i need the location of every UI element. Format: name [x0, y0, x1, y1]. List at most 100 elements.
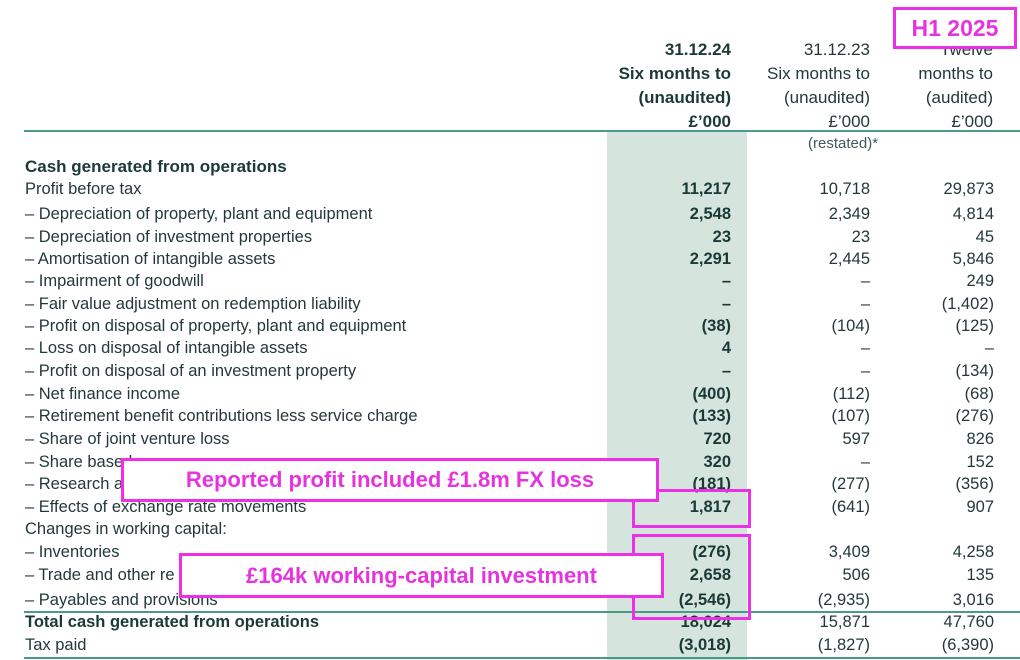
value-full-year: 826: [966, 430, 994, 448]
row-label: Profit before tax: [25, 180, 142, 198]
table-row: – Payables and provisions (2,546) (2,935) 3…: [0, 589, 1020, 611]
value-prior-half-year: 597: [842, 430, 870, 448]
restated-note: (restated)*: [808, 135, 879, 152]
value-current-half-year: 11,217: [681, 180, 731, 198]
fx-highlight-box: [632, 489, 751, 528]
row-label: Changes in working capital:: [25, 520, 227, 538]
row-label: – Loss on disposal of intangible assets: [25, 339, 308, 357]
total-top-rule: [24, 611, 1020, 613]
value-current-half-year: 2,658: [689, 566, 731, 584]
value-prior-half-year: –: [860, 339, 870, 357]
table-row: – Profit on disposal of an investment pr…: [0, 360, 1020, 382]
value-current-half-year: (2,546): [678, 591, 731, 609]
value-prior-half-year: 10,718: [819, 180, 870, 198]
value-current-half-year: –: [721, 362, 731, 380]
value-current-half-year: 2,548: [689, 205, 731, 223]
header-divider: [24, 130, 1020, 132]
value-prior-half-year: (107): [831, 407, 870, 425]
value-prior-half-year: –: [860, 272, 870, 290]
value-current-half-year: (276): [692, 543, 731, 561]
row-label: – Profit on disposal of an investment pr…: [25, 362, 357, 380]
value-prior-half-year: (1,827): [817, 636, 870, 654]
table-row: Tax paid (3,018) (1,827) (6,390): [0, 634, 1020, 656]
row-label: – Impairment of goodwill: [25, 272, 204, 290]
row-label: – Amortisation of intangible assets: [25, 250, 276, 268]
value-full-year: (6,390): [941, 636, 994, 654]
value-full-year: 907: [966, 498, 994, 516]
value-current-half-year: (3,018): [678, 636, 731, 654]
working-capital-annotation-callout: £164k working-capital investment: [179, 553, 664, 598]
column-header-line: 31.12.24: [664, 40, 731, 59]
value-full-year: –: [984, 339, 994, 357]
value-current-half-year: 4: [721, 339, 731, 357]
table-row: – Depreciation of investment properties 2…: [0, 226, 1020, 248]
value-prior-half-year: 2,445: [828, 250, 870, 268]
value-full-year: 45: [975, 228, 994, 246]
value-current-half-year: (400): [692, 385, 731, 403]
value-current-half-year: 23: [712, 228, 731, 246]
value-full-year: 249: [966, 272, 994, 290]
table-row: – Depreciation of property, plant and eq…: [0, 203, 1020, 225]
table-row: – Net finance income (400) (112) (68): [0, 383, 1020, 405]
row-label: – Profit on disposal of property, plant …: [25, 317, 407, 335]
period-tag-callout: H1 2025: [893, 7, 1017, 49]
table-bottom-rule: [24, 657, 1020, 659]
value-prior-half-year: 2,349: [828, 205, 870, 223]
column-header-line: months to: [918, 64, 993, 83]
table-row: – Impairment of goodwill – – 249: [0, 270, 1020, 292]
value-prior-half-year: 506: [842, 566, 870, 584]
value-current-half-year: 320: [703, 453, 731, 471]
section-title: Cash generated from operations: [25, 157, 287, 176]
row-label: – Inventories: [25, 543, 120, 561]
table-row: – Retirement benefit contributions less …: [0, 405, 1020, 427]
table-row: – Fair value adjustment on redemption li…: [0, 293, 1020, 315]
row-label: – Net finance income: [25, 385, 181, 403]
row-label: – Trade and other re: [25, 566, 175, 584]
value-full-year: (68): [964, 385, 994, 403]
table-row: – Research ar (181) (277) (356): [0, 473, 1020, 495]
column-header-line: £’000: [688, 112, 731, 131]
table-row: – Effects of exchange rate movements 1,81…: [0, 496, 1020, 518]
fx-annotation-callout: Reported profit included £1.8m FX loss: [121, 458, 659, 502]
column-header-line: £’000: [951, 112, 993, 131]
column-header-line: (audited): [925, 88, 993, 107]
row-label: – Share based: [25, 453, 133, 471]
value-prior-half-year: –: [860, 295, 870, 313]
value-full-year: 4,258: [952, 543, 994, 561]
value-prior-half-year: (277): [831, 475, 870, 493]
row-label: – Research ar: [25, 475, 129, 493]
value-full-year: (125): [955, 317, 994, 335]
row-label: – Fair value adjustment on redemption li…: [25, 295, 361, 313]
value-prior-half-year: 15,871: [819, 613, 870, 631]
table-row: – Trade and other re 2,658 506 135: [0, 564, 1020, 586]
value-current-half-year: (38): [701, 317, 731, 335]
value-full-year: (134): [955, 362, 994, 380]
table-row: – Inventories (276) 3,409 4,258: [0, 541, 1020, 563]
column-header-current-half-year: 31.12.24 Six months to (unaudited) £’000: [560, 38, 731, 134]
column-header-line: Six months to: [618, 64, 731, 83]
table-row: – Profit on disposal of property, plant …: [0, 315, 1020, 337]
row-label: Total cash generated from operations: [25, 613, 320, 631]
row-label: – Retirement benefit contributions less …: [25, 407, 418, 425]
table-row: – Amortisation of intangible assets 2,291…: [0, 248, 1020, 270]
value-full-year: (276): [955, 407, 994, 425]
value-current-half-year: 720: [703, 430, 731, 448]
row-label: – Depreciation of investment properties: [25, 228, 313, 246]
value-full-year: 4,814: [952, 205, 994, 223]
value-prior-half-year: –: [860, 362, 870, 380]
value-current-half-year: –: [721, 295, 731, 313]
table-row: – Loss on disposal of intangible assets 4…: [0, 337, 1020, 359]
value-current-half-year: (181): [692, 475, 731, 493]
value-current-half-year: 2,291: [689, 250, 731, 268]
total-row: Total cash generated from operations 18,0…: [0, 611, 1020, 633]
value-full-year: (356): [955, 475, 994, 493]
value-prior-half-year: (2,935): [817, 591, 870, 609]
value-full-year: 5,846: [952, 250, 994, 268]
table-row: Changes in working capital:: [0, 518, 1020, 540]
value-current-half-year: –: [721, 272, 731, 290]
value-prior-half-year: (112): [832, 385, 870, 403]
value-prior-half-year: (104): [831, 317, 870, 335]
column-header-line: £’000: [828, 112, 870, 131]
value-prior-half-year: –: [860, 453, 870, 471]
